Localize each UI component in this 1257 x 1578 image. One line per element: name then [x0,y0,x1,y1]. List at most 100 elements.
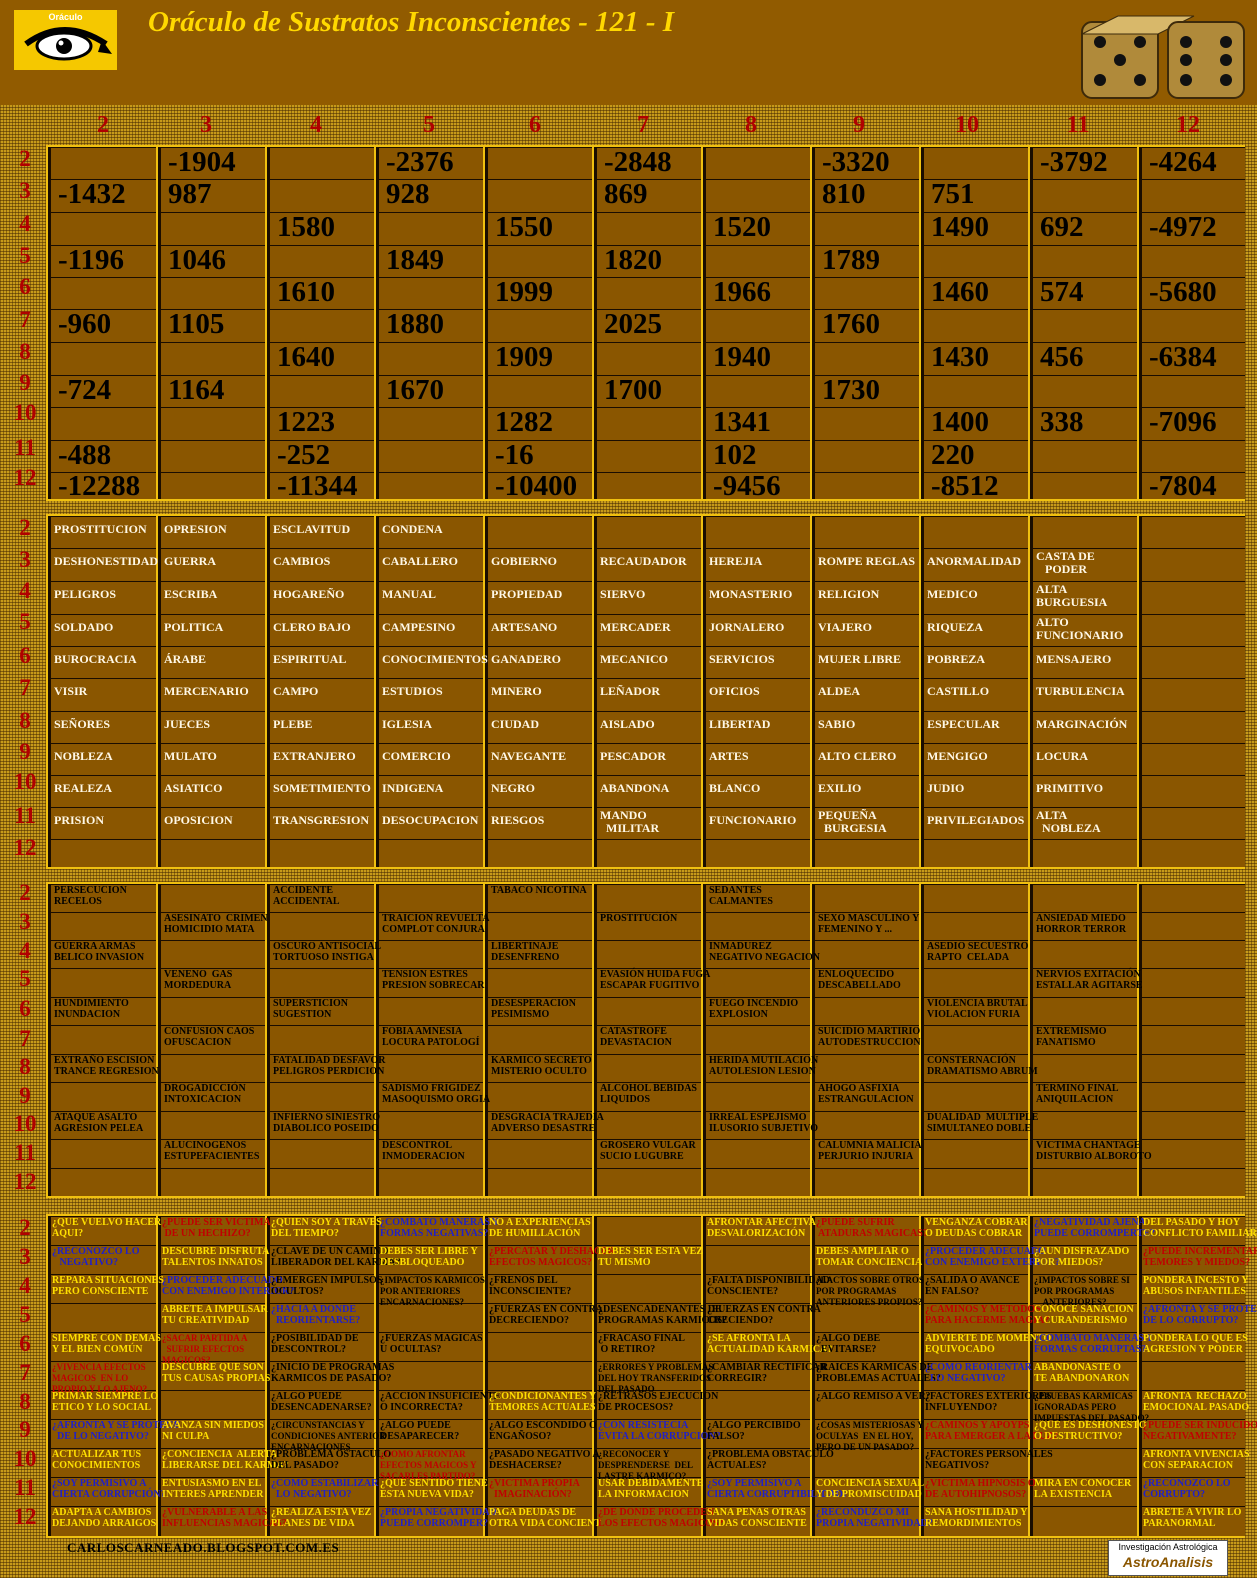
question-label: DEBES SER ESTA VEZ TU MISMO [598,1246,703,1268]
grid-cell [1139,375,1245,407]
column-header: 9 [853,112,865,138]
grid-cell [1139,1448,1245,1477]
question-label: ACTUALIZAR TUS CONOCIMIENTOS [52,1449,142,1471]
number-value: 1700 [604,374,662,406]
question-label: ¿SOY PERMISIVO A CIERTA CORRUPCIÓN? [52,1478,166,1500]
grid-cell [48,884,156,912]
grid-cell [921,581,1028,614]
question-label: ¿ALGO PERCIBIDO FALSO? [707,1420,801,1442]
grid-cell [921,516,1028,548]
grid-cell [267,940,374,968]
grid-cell [1030,1274,1137,1303]
grid-cell [267,407,374,440]
grid-cell [48,516,156,548]
question-label: ¿FRACASO FINAL O RETIRO? [598,1333,685,1355]
grid-cell [376,516,483,548]
grid-cell [812,1274,919,1303]
occupation-label: CIUDAD [491,717,539,731]
grid-cell [594,646,701,678]
grid-cell [376,1168,483,1196]
grid-cell [1030,1448,1137,1477]
question-label: MIRA EN CONOCER LA EXISTENCIA [1034,1478,1132,1500]
grid-cell [485,212,592,245]
grid-cell [921,309,1028,342]
occupation-label: MECANICO [600,652,668,666]
grid-cell [1030,548,1137,581]
question-label: VENGANZA COBRAR O DEUDAS COBRAR [925,1217,1028,1239]
grid-cell [921,440,1028,472]
grid-cell [594,678,701,711]
grid-cell [1030,1332,1137,1361]
event-label: PROSTITUCIÓN [600,913,678,924]
number-value: -1904 [168,146,236,178]
grid-cell [594,940,701,968]
grid-cell [48,711,156,743]
grid-cell [594,1111,701,1139]
grid-cell [376,1419,483,1448]
number-value: 1550 [495,211,553,243]
grid-cell [376,711,483,743]
grid-cell [48,548,156,581]
event-label: OSCURO ANTISOCIAL TORTUOSO INSTIGA [273,941,382,963]
occupation-label: CLERO BAJO [273,620,351,634]
question-label: ¿PUEDE SER VICTIMA DE UN HECHIZO? [162,1217,271,1239]
grid-cell [1139,1025,1245,1054]
grid-cell [1139,997,1245,1025]
grid-cell [485,1419,592,1448]
grid-cell [485,1448,592,1477]
row-label: 3 [19,547,31,572]
grid-cell [921,147,1028,179]
grid-cell [812,884,919,912]
row-label: 10 [13,400,37,425]
grid-cell [703,407,810,440]
question-label: DEL PASADO Y HOY CONFLICTO FAMILIAR [1143,1217,1257,1239]
grid-cell [812,407,919,440]
grid-cell [921,1419,1028,1448]
grid-cell [703,968,810,997]
grid-cell [594,839,701,867]
question-label: ADAPTA A CAMBIOS DEJANDO ARRAIGOS [52,1507,157,1529]
grid-cell [594,245,701,277]
grid-cell [376,548,483,581]
occupation-label: JORNALERO [709,620,785,634]
question-label: ¿SACAR PARTIDA A SUFRIR EFECTOS MAGICOS? [162,1333,248,1365]
occupation-label: JUECES [164,717,211,731]
grid-cell [812,711,919,743]
question-label: ¿PROBLEMA OSTACULO DEL PASADO? [271,1449,392,1471]
grid-cell [921,375,1028,407]
grid-cell [812,1506,919,1536]
grid-cell [1030,1139,1137,1168]
grid-cell [485,1245,592,1274]
grid-cell [1030,212,1137,245]
grid-cell [376,614,483,646]
occupation-label: NOBLEZA [54,749,113,763]
occupation-label: PROSTITUCION [54,522,147,536]
grid-cell [703,912,810,940]
site-url[interactable]: CARLOSCARNEADO.BLOGSPOT.COM.ES [67,1540,340,1555]
grid-cell [703,1168,810,1196]
number-value: 1610 [277,276,335,308]
grid-cell [267,1390,374,1419]
grid-cell [1030,940,1137,968]
row-label: 4 [19,1273,31,1298]
number-value: 1580 [277,211,335,243]
eye-icon [24,27,112,61]
row-label: 9 [19,1417,31,1442]
grid-cell [48,1448,156,1477]
grid-cell [812,646,919,678]
grid-cell [267,711,374,743]
number-value: 1730 [822,374,880,406]
grid-cell [267,440,374,472]
grid-cell [1030,884,1137,912]
grid-cell [703,775,810,807]
occupation-label: ESPIRITUAL [273,652,347,666]
grid-cell [485,1361,592,1390]
column-header: 2 [97,112,109,138]
number-value: -9456 [713,470,781,502]
grid-cell [703,743,810,775]
question-label: ¿QUE ES DESHONESTO O DESTRUCTIVO? [1034,1420,1147,1442]
grid-cell [1139,1216,1245,1245]
occupation-label: CAMPO [273,684,319,698]
grid-cell [812,375,919,407]
occupation-label: VIAJERO [818,620,873,634]
